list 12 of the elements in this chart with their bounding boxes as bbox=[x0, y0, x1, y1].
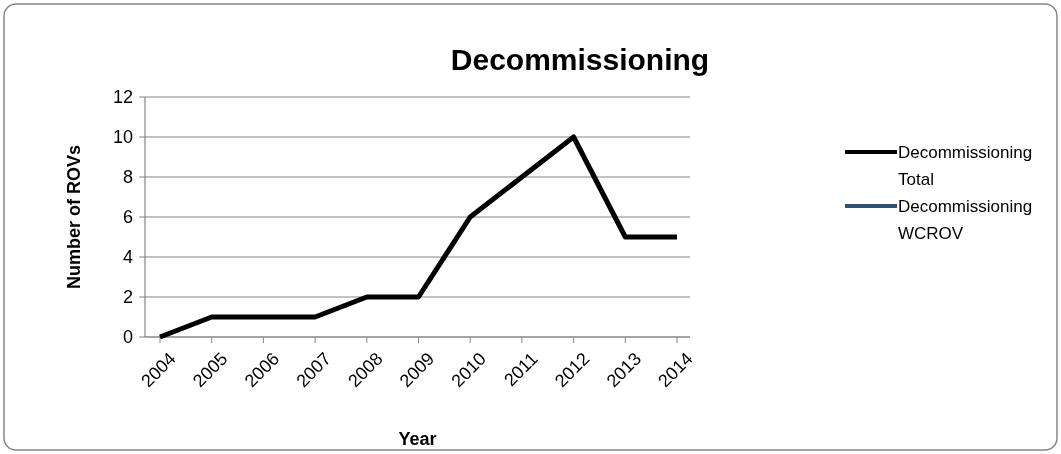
y-tick-label: 0 bbox=[122, 327, 133, 348]
y-tick-label: 6 bbox=[122, 207, 133, 228]
y-tick-label: 12 bbox=[112, 87, 133, 108]
y-tick-label: 4 bbox=[122, 247, 133, 268]
chart-title: Decommissioning bbox=[450, 43, 710, 76]
y-tick-label: 2 bbox=[122, 287, 133, 308]
legend-label: Decommissioning WCROV bbox=[898, 196, 1033, 243]
y-axis-title: Number of ROVs bbox=[64, 144, 84, 290]
x-axis-title: Year bbox=[398, 429, 437, 449]
legend-label: Decommissioning Total bbox=[898, 142, 1033, 189]
y-tick-label: 8 bbox=[122, 167, 133, 188]
y-tick-label: 10 bbox=[112, 127, 133, 148]
